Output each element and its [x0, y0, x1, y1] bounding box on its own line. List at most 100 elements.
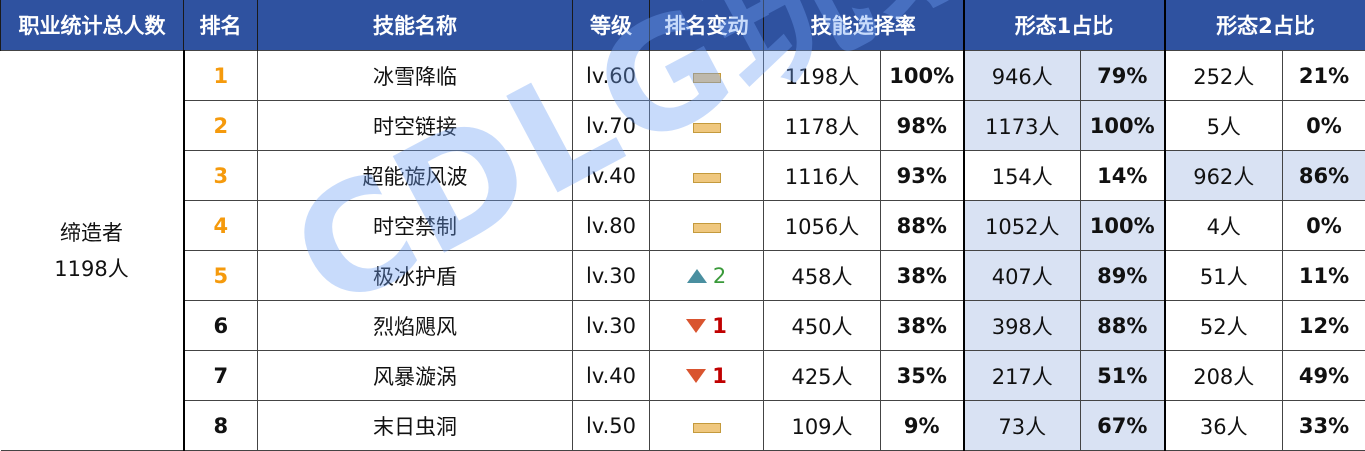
- no-change-icon: [693, 73, 721, 83]
- rank-up-icon: [687, 269, 707, 283]
- header-rank: 排名: [184, 0, 258, 51]
- form2-count: 252人: [1165, 51, 1283, 101]
- form2-pct: 21%: [1283, 51, 1365, 101]
- selection-pct: 93%: [881, 151, 964, 201]
- rank-change-cell: [650, 201, 764, 251]
- level-cell: lv.40: [573, 351, 650, 401]
- rank-change-value: 2: [713, 264, 726, 288]
- rank-change-cell: 1: [650, 301, 764, 351]
- form1-pct: 79%: [1081, 51, 1165, 101]
- form2-pct: 11%: [1283, 251, 1365, 301]
- no-change-icon: [693, 123, 721, 133]
- form1-pct: 88%: [1081, 301, 1165, 351]
- form1-count: 154人: [964, 151, 1081, 201]
- rank-cell: 1: [184, 51, 258, 101]
- form2-count: 208人: [1165, 351, 1283, 401]
- selection-count: 1116人: [764, 151, 881, 201]
- rank-change-value: 1: [712, 364, 727, 388]
- level-cell: lv.50: [573, 401, 650, 451]
- occupation-total: 1198人: [1, 251, 183, 287]
- header-form1-ratio: 形态1占比: [964, 0, 1165, 51]
- form1-count: 398人: [964, 301, 1081, 351]
- form2-pct: 33%: [1283, 401, 1365, 451]
- skill-name-cell: 冰雪降临: [258, 51, 573, 101]
- no-change-icon: [693, 173, 721, 183]
- form1-count: 946人: [964, 51, 1081, 101]
- skill-name-cell: 时空禁制: [258, 201, 573, 251]
- form1-count: 217人: [964, 351, 1081, 401]
- form1-pct: 14%: [1081, 151, 1165, 201]
- selection-pct: 9%: [881, 401, 964, 451]
- rank-cell: 8: [184, 401, 258, 451]
- rank-down-icon: [686, 319, 706, 333]
- skill-name-cell: 极冰护盾: [258, 251, 573, 301]
- form2-count: 5人: [1165, 101, 1283, 151]
- form1-count: 407人: [964, 251, 1081, 301]
- skill-name-cell: 烈焰飓风: [258, 301, 573, 351]
- rank-change-value: 1: [712, 314, 727, 338]
- selection-count: 109人: [764, 401, 881, 451]
- no-change-icon: [693, 223, 721, 233]
- rank-change-cell: 1: [650, 351, 764, 401]
- form2-pct: 0%: [1283, 101, 1365, 151]
- header-row: 职业统计总人数 排名 技能名称 等级 排名变动 技能选择率 形态1占比 形态2占…: [1, 0, 1365, 51]
- level-cell: lv.80: [573, 201, 650, 251]
- form1-count: 73人: [964, 401, 1081, 451]
- selection-count: 1198人: [764, 51, 881, 101]
- form1-pct: 100%: [1081, 101, 1165, 151]
- rank-cell: 6: [184, 301, 258, 351]
- header-form2-ratio: 形态2占比: [1165, 0, 1365, 51]
- rank-change-cell: [650, 401, 764, 451]
- form2-pct: 0%: [1283, 201, 1365, 251]
- form2-count: 962人: [1165, 151, 1283, 201]
- level-cell: lv.30: [573, 251, 650, 301]
- rank-change-cell: 2: [650, 251, 764, 301]
- form2-count: 51人: [1165, 251, 1283, 301]
- form1-pct: 51%: [1081, 351, 1165, 401]
- form1-pct: 67%: [1081, 401, 1165, 451]
- rank-cell: 2: [184, 101, 258, 151]
- selection-pct: 35%: [881, 351, 964, 401]
- rank-cell: 5: [184, 251, 258, 301]
- form2-count: 36人: [1165, 401, 1283, 451]
- selection-count: 458人: [764, 251, 881, 301]
- level-cell: lv.60: [573, 51, 650, 101]
- level-cell: lv.70: [573, 101, 650, 151]
- skill-name-cell: 超能旋风波: [258, 151, 573, 201]
- no-change-icon: [693, 423, 721, 433]
- skill-name-cell: 末日虫洞: [258, 401, 573, 451]
- skill-name-cell: 时空链接: [258, 101, 573, 151]
- form1-pct: 100%: [1081, 201, 1165, 251]
- form2-count: 52人: [1165, 301, 1283, 351]
- selection-count: 1056人: [764, 201, 881, 251]
- selection-pct: 100%: [881, 51, 964, 101]
- selection-pct: 38%: [881, 301, 964, 351]
- occupation-name: 缔造者: [1, 215, 183, 251]
- selection-pct: 38%: [881, 251, 964, 301]
- selection-pct: 88%: [881, 201, 964, 251]
- form1-pct: 89%: [1081, 251, 1165, 301]
- form2-pct: 49%: [1283, 351, 1365, 401]
- selection-count: 425人: [764, 351, 881, 401]
- header-rank-change: 排名变动: [650, 0, 764, 51]
- rank-cell: 7: [184, 351, 258, 401]
- rank-cell: 4: [184, 201, 258, 251]
- form2-pct: 12%: [1283, 301, 1365, 351]
- header-selection-rate: 技能选择率: [764, 0, 964, 51]
- skill-name-cell: 风暴漩涡: [258, 351, 573, 401]
- rank-change-cell: [650, 151, 764, 201]
- form2-count: 4人: [1165, 201, 1283, 251]
- form1-count: 1173人: [964, 101, 1081, 151]
- selection-count: 450人: [764, 301, 881, 351]
- rank-change-cell: [650, 51, 764, 101]
- level-cell: lv.40: [573, 151, 650, 201]
- header-occupation-total: 职业统计总人数: [1, 0, 184, 51]
